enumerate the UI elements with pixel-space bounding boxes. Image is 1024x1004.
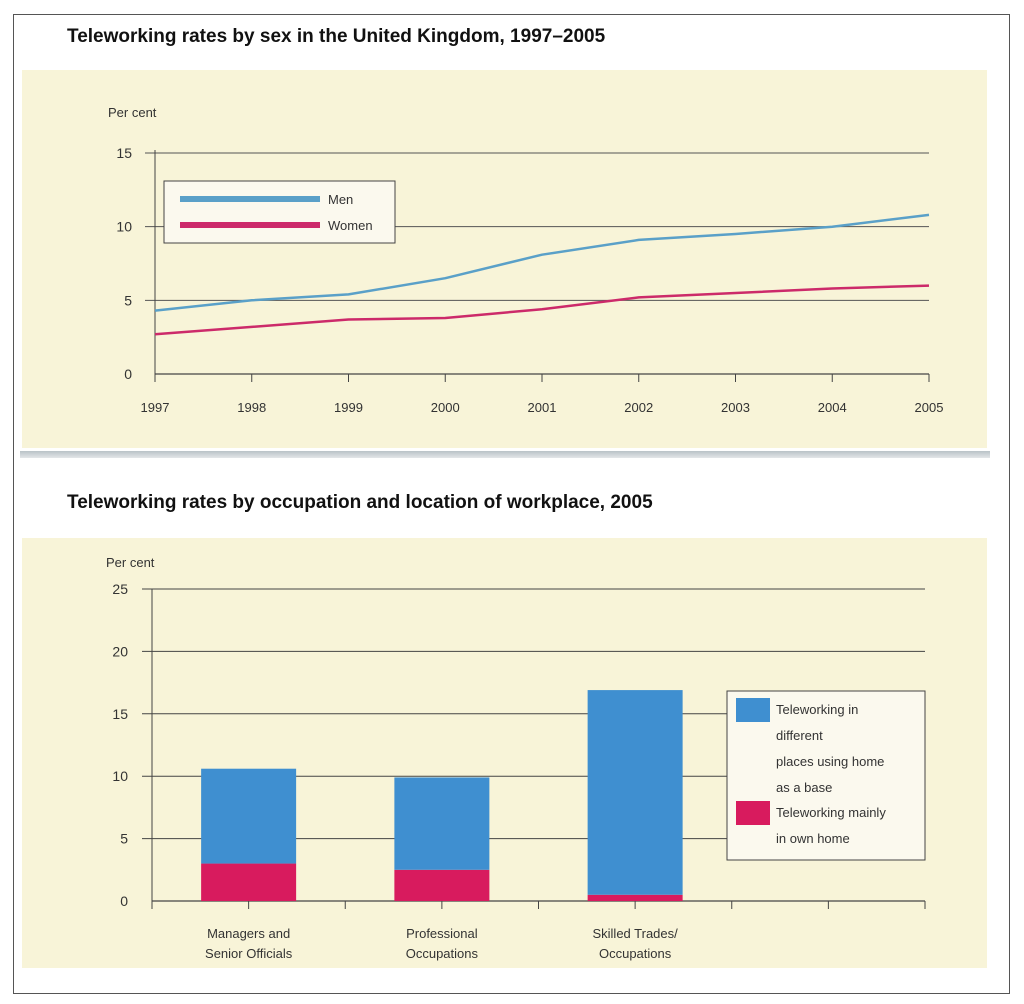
bar-legend-swatch xyxy=(736,698,770,722)
bar-legend-label: in own home xyxy=(776,831,850,846)
section-separator xyxy=(20,451,990,458)
bar-category-label: Occupations xyxy=(406,946,479,961)
bar-category-label: Senior Officials xyxy=(205,946,293,961)
line-x-tick-label: 2003 xyxy=(721,400,750,415)
bar-segment xyxy=(394,869,490,901)
bar-category-label: Professional xyxy=(406,926,478,941)
bar-chart-title: Teleworking rates by occupation and loca… xyxy=(67,492,653,513)
line-legend-label: Men xyxy=(328,192,353,207)
bar-category-label: Skilled Trades/ xyxy=(592,926,678,941)
line-x-tick-label: 2004 xyxy=(818,400,847,415)
line-chart-title: Teleworking rates by sex in the United K… xyxy=(67,26,606,47)
bar-y-tick-label: 10 xyxy=(112,768,128,784)
bar-segment xyxy=(201,863,297,901)
bar-category-label: Managers and xyxy=(207,926,290,941)
bar-legend-label: Teleworking mainly xyxy=(776,805,886,820)
bar-segment xyxy=(201,768,297,864)
bar-legend-label: places using home xyxy=(776,754,884,769)
bar-y-tick-label: 0 xyxy=(120,893,128,909)
bar-legend-label: as a base xyxy=(776,780,832,795)
line-x-tick-label: 2001 xyxy=(528,400,557,415)
bar-legend-label: different xyxy=(776,728,823,743)
bar-category-label: Occupations xyxy=(599,946,672,961)
line-x-tick-label: 1998 xyxy=(237,400,266,415)
line-legend-box xyxy=(163,180,396,244)
line-x-tick-label: 1999 xyxy=(334,400,363,415)
bar-segment xyxy=(394,777,490,870)
line-x-tick-label: 2002 xyxy=(624,400,653,415)
bar-y-tick-label: 20 xyxy=(112,643,128,659)
line-chart-panel xyxy=(22,70,987,448)
line-y-tick-label: 0 xyxy=(124,366,132,382)
bar-y-tick-label: 15 xyxy=(112,706,128,722)
line-y-tick-label: 15 xyxy=(116,145,132,161)
line-y-tick-label: 10 xyxy=(116,219,132,235)
bar-legend-swatch xyxy=(736,801,770,825)
bar-segment xyxy=(587,894,683,901)
line-legend-label: Women xyxy=(328,218,373,233)
bar-legend-label: Teleworking in xyxy=(776,702,858,717)
line-series-men xyxy=(154,213,930,312)
line-x-tick-label: 1997 xyxy=(141,400,170,415)
line-x-tick-label: 2005 xyxy=(915,400,944,415)
line-y-tick-label: 5 xyxy=(124,292,132,308)
bar-segment xyxy=(587,690,683,895)
bar-y-tick-label: 25 xyxy=(112,581,128,597)
bar-y-tick-label: 5 xyxy=(120,831,128,847)
line-series-women xyxy=(154,284,930,336)
line-x-tick-label: 2000 xyxy=(431,400,460,415)
bar-y-axis-label: Per cent xyxy=(106,555,155,570)
line-y-axis-label: Per cent xyxy=(108,105,157,120)
